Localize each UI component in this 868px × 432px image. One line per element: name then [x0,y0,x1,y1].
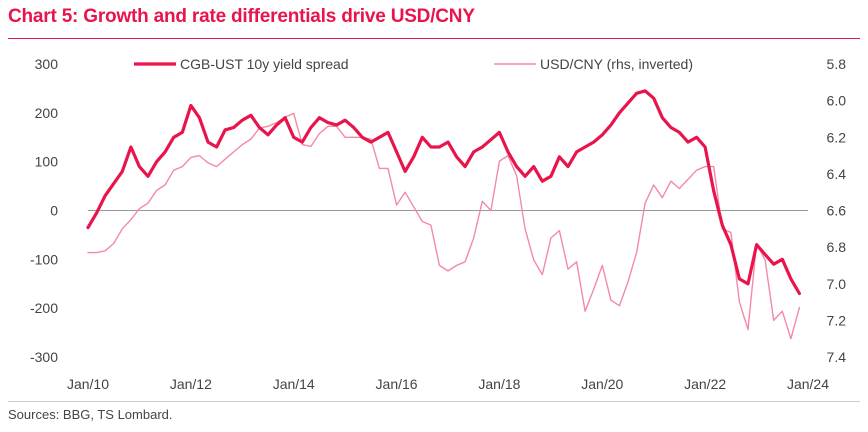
y-tick-label-right: 6.2 [827,129,847,145]
y-tick-label-right: 7.2 [827,312,847,328]
x-tick-label: Jan/10 [67,376,109,392]
chart-title: Chart 5: Growth and rate differentials d… [8,6,475,27]
x-tick-label: Jan/14 [273,376,315,392]
x-tick-label: Jan/22 [684,376,726,392]
y-tick-label-right: 6.8 [827,239,847,255]
x-tick-label: Jan/12 [170,376,212,392]
source-note: Sources: BBG, TS Lombard. [8,407,173,422]
source-rule [8,401,860,402]
y-tick-label-left: 100 [35,154,59,170]
y-tick-label-left: 200 [35,105,59,121]
x-tick-label: Jan/24 [787,376,829,392]
y-tick-label-left: -200 [30,300,58,316]
y-tick-label-left: 300 [35,56,59,72]
x-tick-label: Jan/18 [478,376,520,392]
y-tick-label-right: 6.6 [827,203,847,219]
legend-label-spread: CGB-UST 10y yield spread [180,56,349,72]
y-tick-label-left: 0 [50,203,58,219]
y-tick-label-right: 5.8 [827,56,847,72]
y-tick-label-right: 6.4 [827,166,847,182]
series-line-cgb-ust-spread [86,89,801,296]
series-line-usdcny [87,112,801,340]
y-tick-label-right: 7.0 [827,276,847,292]
y-tick-label-right: 7.4 [827,349,847,365]
y-tick-label-right: 6.0 [827,93,847,109]
x-tick-label: Jan/20 [581,376,623,392]
x-tick-label: Jan/16 [376,376,418,392]
y-tick-label-left: -300 [30,349,58,365]
legend-label-usdcny: USD/CNY (rhs, inverted) [540,56,693,72]
y-tick-label-left: -100 [30,251,58,267]
title-rule [8,38,860,39]
